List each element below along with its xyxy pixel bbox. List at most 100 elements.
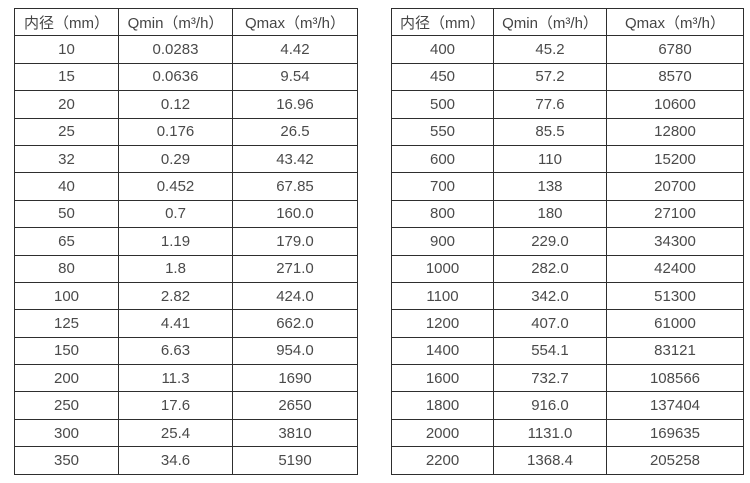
table-cell: 25.4 bbox=[118, 418, 233, 448]
table-row: 20 0.12 16.96 bbox=[14, 90, 358, 119]
table-row: 600 110 15200 bbox=[391, 144, 744, 174]
table-cell: 43.42 bbox=[232, 144, 358, 174]
flow-rate-table-right: 内径（mm） Qmin（m³/h） Qmax（m³/h） 400 45.2 6780 45… bbox=[391, 7, 744, 475]
table-cell: 5190 bbox=[232, 446, 358, 475]
table-row: 200 11.3 1690 bbox=[14, 364, 358, 393]
table-cell: 0.176 bbox=[118, 117, 233, 146]
table-row: 1600 732.7 108566 bbox=[391, 364, 744, 393]
table-row: 80 1.8 271.0 bbox=[14, 254, 358, 283]
table-cell: 160.0 bbox=[232, 199, 358, 229]
table-cell: 282.0 bbox=[493, 254, 607, 283]
table-cell: 1800 bbox=[391, 391, 494, 420]
table-row: 800 180 27100 bbox=[391, 199, 744, 229]
table-cell: 1600 bbox=[391, 364, 494, 393]
table-cell: 138 bbox=[493, 172, 607, 201]
table-cell: 600 bbox=[391, 144, 494, 174]
table-cell: 15200 bbox=[606, 144, 744, 174]
table-cell: 20700 bbox=[606, 172, 744, 201]
table-cell: 40 bbox=[14, 172, 119, 201]
table-row: 350 34.6 5190 bbox=[14, 446, 358, 475]
table-cell: 1131.0 bbox=[493, 418, 607, 448]
table-row: 1000 282.0 42400 bbox=[391, 254, 744, 283]
table-row: 500 77.6 10600 bbox=[391, 90, 744, 119]
table-cell: 27100 bbox=[606, 199, 744, 229]
table-cell: 34.6 bbox=[118, 446, 233, 475]
table-row: 1800 916.0 137404 bbox=[391, 391, 744, 420]
table-row: 1200 407.0 61000 bbox=[391, 309, 744, 338]
table-cell: 0.0636 bbox=[118, 62, 233, 92]
table-cell: 67.85 bbox=[232, 172, 358, 201]
table-cell: 65 bbox=[14, 227, 119, 256]
table-row: 400 45.2 6780 bbox=[391, 35, 744, 64]
table-row: 700 138 20700 bbox=[391, 172, 744, 201]
table-cell: 125 bbox=[14, 309, 119, 338]
table-row: 40 0.452 67.85 bbox=[14, 172, 358, 201]
table-cell: 554.1 bbox=[493, 336, 607, 366]
table-cell: 550 bbox=[391, 117, 494, 146]
table-row: 100 2.82 424.0 bbox=[14, 281, 358, 311]
table-cell: 0.29 bbox=[118, 144, 233, 174]
table-cell: 2650 bbox=[232, 391, 358, 420]
table-cell: 271.0 bbox=[232, 254, 358, 283]
column-header: Qmax（m³/h） bbox=[232, 7, 358, 37]
table-cell: 954.0 bbox=[232, 336, 358, 366]
table-row: 1400 554.1 83121 bbox=[391, 336, 744, 366]
table-cell: 42400 bbox=[606, 254, 744, 283]
table-cell: 2200 bbox=[391, 446, 494, 475]
table-cell: 1.8 bbox=[118, 254, 233, 283]
table-cell: 9.54 bbox=[232, 62, 358, 92]
table-cell: 424.0 bbox=[232, 281, 358, 311]
table-cell: 8570 bbox=[606, 62, 744, 92]
table-cell: 108566 bbox=[606, 364, 744, 393]
table-cell: 100 bbox=[14, 281, 119, 311]
table-cell: 350 bbox=[14, 446, 119, 475]
table-cell: 229.0 bbox=[493, 227, 607, 256]
table-cell: 400 bbox=[391, 35, 494, 64]
table-cell: 0.7 bbox=[118, 199, 233, 229]
table-cell: 662.0 bbox=[232, 309, 358, 338]
table-cell: 57.2 bbox=[493, 62, 607, 92]
table-cell: 20 bbox=[14, 90, 119, 119]
table-row: 125 4.41 662.0 bbox=[14, 309, 358, 338]
table-cell: 916.0 bbox=[493, 391, 607, 420]
table-cell: 10 bbox=[14, 35, 119, 64]
table-row: 550 85.5 12800 bbox=[391, 117, 744, 146]
column-header: 内径（mm） bbox=[391, 7, 494, 37]
table-cell: 83121 bbox=[606, 336, 744, 366]
column-header: Qmax（m³/h） bbox=[606, 7, 744, 37]
table-cell: 50 bbox=[14, 199, 119, 229]
table-cell: 17.6 bbox=[118, 391, 233, 420]
table-cell: 80 bbox=[14, 254, 119, 283]
table-cell: 0.452 bbox=[118, 172, 233, 201]
table-row: 50 0.7 160.0 bbox=[14, 199, 358, 229]
table-cell: 32 bbox=[14, 144, 119, 174]
table-cell: 10600 bbox=[606, 90, 744, 119]
table-cell: 77.6 bbox=[493, 90, 607, 119]
table-row: 900 229.0 34300 bbox=[391, 227, 744, 256]
table-row: 2000 1131.0 169635 bbox=[391, 418, 744, 448]
table-cell: 700 bbox=[391, 172, 494, 201]
flow-rate-table-left: 内径（mm） Qmin（m³/h） Qmax（m³/h） 10 0.0283 4.42 1… bbox=[14, 7, 358, 475]
table-cell: 12800 bbox=[606, 117, 744, 146]
table-cell: 407.0 bbox=[493, 309, 607, 338]
table-cell: 6.63 bbox=[118, 336, 233, 366]
table-cell: 300 bbox=[14, 418, 119, 448]
table-cell: 1200 bbox=[391, 309, 494, 338]
table-row: 150 6.63 954.0 bbox=[14, 336, 358, 366]
table-cell: 0.0283 bbox=[118, 35, 233, 64]
header-row: 内径（mm） Qmin（m³/h） Qmax（m³/h） bbox=[391, 7, 744, 37]
table-cell: 45.2 bbox=[493, 35, 607, 64]
header-row: 内径（mm） Qmin（m³/h） Qmax（m³/h） bbox=[14, 7, 358, 37]
column-header: Qmin（m³/h） bbox=[493, 7, 607, 37]
table-cell: 11.3 bbox=[118, 364, 233, 393]
table-cell: 61000 bbox=[606, 309, 744, 338]
table-row: 65 1.19 179.0 bbox=[14, 227, 358, 256]
table-cell: 16.96 bbox=[232, 90, 358, 119]
table-cell: 2000 bbox=[391, 418, 494, 448]
table-cell: 1.19 bbox=[118, 227, 233, 256]
table-cell: 51300 bbox=[606, 281, 744, 311]
table-row: 1100 342.0 51300 bbox=[391, 281, 744, 311]
table-cell: 800 bbox=[391, 199, 494, 229]
table-cell: 732.7 bbox=[493, 364, 607, 393]
table-row: 2200 1368.4 205258 bbox=[391, 446, 744, 475]
